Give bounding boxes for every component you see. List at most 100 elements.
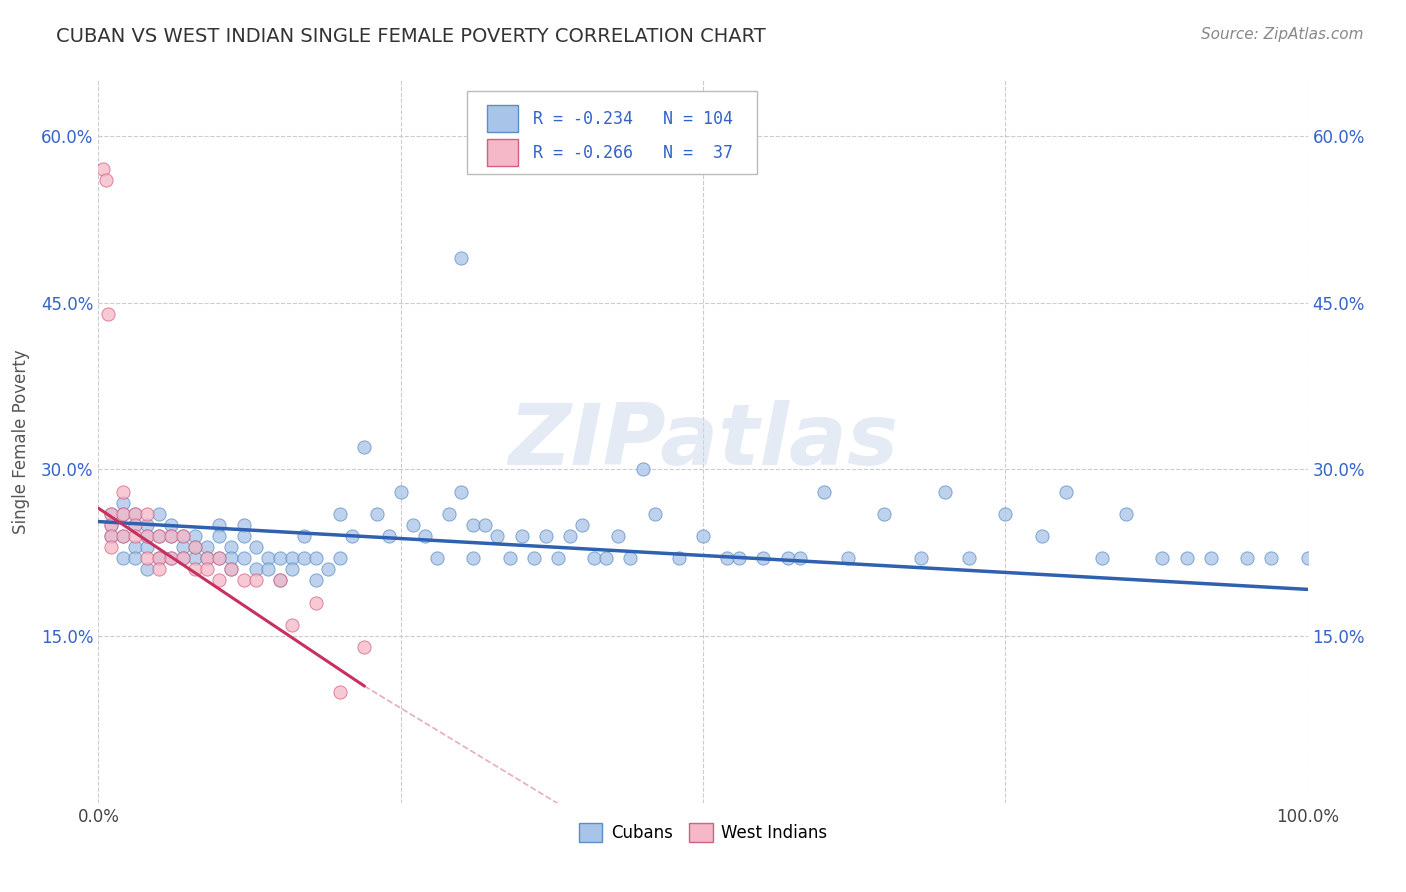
- Point: [450, 484, 472, 499]
- Point: [172, 529, 194, 543]
- Point: [124, 529, 146, 543]
- Text: Source: ZipAtlas.com: Source: ZipAtlas.com: [1201, 27, 1364, 42]
- Point: [100, 507, 122, 521]
- Point: [1091, 551, 1114, 566]
- Point: [776, 551, 799, 566]
- Point: [269, 574, 291, 588]
- Point: [547, 551, 569, 566]
- Point: [583, 551, 606, 566]
- Point: [221, 540, 243, 554]
- Point: [148, 551, 170, 566]
- Point: [135, 507, 157, 521]
- Point: [195, 540, 218, 554]
- Point: [100, 540, 122, 554]
- Point: [232, 574, 254, 588]
- Point: [172, 540, 194, 554]
- Point: [1054, 484, 1077, 499]
- Point: [111, 496, 134, 510]
- Point: [329, 684, 352, 698]
- Point: [208, 517, 231, 532]
- FancyBboxPatch shape: [467, 91, 758, 174]
- Point: [221, 551, 243, 566]
- Point: [135, 551, 157, 566]
- Point: [281, 562, 304, 576]
- Point: [450, 251, 472, 265]
- Point: [353, 440, 375, 454]
- Point: [195, 551, 218, 566]
- Point: [184, 551, 207, 566]
- Point: [160, 551, 183, 566]
- Point: [100, 517, 122, 532]
- Point: [195, 551, 218, 566]
- Point: [789, 551, 811, 566]
- Point: [124, 507, 146, 521]
- Bar: [486, 105, 517, 132]
- Point: [353, 640, 375, 655]
- Point: [329, 551, 352, 566]
- Point: [135, 529, 157, 543]
- Point: [195, 562, 218, 576]
- Point: [1175, 551, 1198, 566]
- Point: [184, 529, 207, 543]
- Point: [668, 551, 690, 566]
- Text: R = -0.234   N = 104: R = -0.234 N = 104: [533, 110, 733, 128]
- Point: [232, 551, 254, 566]
- Point: [100, 529, 122, 543]
- Point: [124, 507, 146, 521]
- Bar: [486, 139, 517, 166]
- Point: [208, 551, 231, 566]
- Point: [463, 551, 485, 566]
- Point: [1115, 507, 1137, 521]
- Point: [498, 551, 520, 566]
- Point: [463, 517, 485, 532]
- Point: [510, 529, 533, 543]
- Point: [644, 507, 666, 521]
- Point: [305, 574, 328, 588]
- Point: [245, 574, 267, 588]
- Point: [97, 307, 120, 321]
- Legend: Cubans, West Indians: Cubans, West Indians: [572, 816, 834, 848]
- Point: [135, 540, 157, 554]
- Point: [148, 551, 170, 566]
- Point: [160, 517, 183, 532]
- Point: [135, 562, 157, 576]
- Point: [413, 529, 436, 543]
- Point: [124, 517, 146, 532]
- Point: [957, 551, 980, 566]
- Point: [619, 551, 641, 566]
- Point: [184, 540, 207, 554]
- Point: [245, 562, 267, 576]
- Point: [124, 540, 146, 554]
- Point: [752, 551, 775, 566]
- Point: [232, 529, 254, 543]
- Point: [184, 562, 207, 576]
- Point: [160, 529, 183, 543]
- Point: [100, 517, 122, 532]
- Point: [172, 529, 194, 543]
- Point: [389, 484, 412, 499]
- Point: [813, 484, 835, 499]
- Point: [160, 529, 183, 543]
- Text: CUBAN VS WEST INDIAN SINGLE FEMALE POVERTY CORRELATION CHART: CUBAN VS WEST INDIAN SINGLE FEMALE POVER…: [56, 27, 766, 45]
- Point: [148, 562, 170, 576]
- Point: [366, 507, 388, 521]
- Point: [91, 162, 114, 177]
- Point: [232, 517, 254, 532]
- Point: [172, 551, 194, 566]
- Point: [111, 529, 134, 543]
- Point: [523, 551, 546, 566]
- Point: [1031, 529, 1053, 543]
- Point: [100, 529, 122, 543]
- Text: R = -0.266   N =  37: R = -0.266 N = 37: [533, 144, 733, 161]
- Point: [426, 551, 449, 566]
- Point: [281, 618, 304, 632]
- Point: [148, 529, 170, 543]
- Point: [111, 529, 134, 543]
- Point: [269, 551, 291, 566]
- Point: [135, 529, 157, 543]
- Point: [377, 529, 399, 543]
- Point: [534, 529, 557, 543]
- Text: ZIPatlas: ZIPatlas: [508, 400, 898, 483]
- Point: [474, 517, 496, 532]
- Point: [111, 551, 134, 566]
